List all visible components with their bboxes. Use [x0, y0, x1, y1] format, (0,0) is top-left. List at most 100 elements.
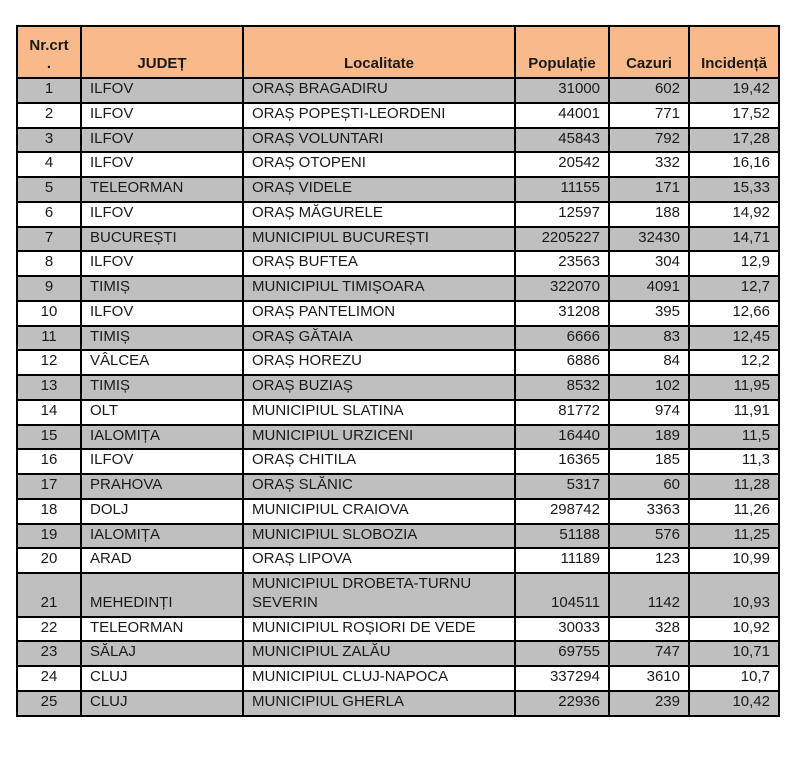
- cell-populatie: 20542: [514, 151, 610, 178]
- cell-incidenta: 11,3: [688, 448, 780, 475]
- header-row: Nr.crt . JUDEȚ Localitate Populație Cazu…: [16, 25, 780, 79]
- column-header-incidenta: Incidență: [688, 25, 780, 79]
- cell-populatie: 45843: [514, 126, 610, 154]
- cell-localitate: MUNICIPIUL ZALĂU: [242, 640, 516, 667]
- cell-judet: TIMIȘ: [80, 324, 244, 352]
- cell-populatie: 6886: [514, 349, 610, 376]
- cell-incidenta: 12,45: [688, 324, 780, 352]
- cell-judet: IALOMIȚA: [80, 522, 244, 550]
- cell-localitate: MUNICIPIUL TIMIȘOARA: [242, 275, 516, 302]
- cell-localitate: ORAȘ VOLUNTARI: [242, 126, 516, 154]
- cell-localitate: MUNICIPIUL BUCUREȘTI: [242, 225, 516, 253]
- cell-incidenta: 11,95: [688, 374, 780, 401]
- cell-populatie: 31000: [514, 77, 610, 104]
- cell-populatie: 104511: [514, 572, 610, 618]
- cell-judet: SĂLAJ: [80, 640, 244, 667]
- cell-populatie: 5317: [514, 473, 610, 500]
- cell-localitate: ORAȘ GĂTAIA: [242, 324, 516, 352]
- column-header-nr-crt: Nr.crt .: [16, 25, 82, 79]
- cell-judet: OLT: [80, 398, 244, 426]
- cell-nr_crt: 7: [16, 225, 82, 253]
- cell-incidenta: 16,16: [688, 151, 780, 178]
- cell-populatie: 322070: [514, 275, 610, 302]
- table-row: 23 SĂLAJ MUNICIPIUL ZALĂU 69755 747 10,71: [16, 640, 780, 667]
- cell-judet: TIMIȘ: [80, 275, 244, 302]
- cell-incidenta: 10,71: [688, 640, 780, 667]
- cell-nr_crt: 15: [16, 423, 82, 451]
- table-row: 14 OLT MUNICIPIUL SLATINA 81772 974 11,91: [16, 398, 780, 426]
- cell-localitate: MUNICIPIUL ROȘIORI DE VEDE: [242, 615, 516, 643]
- cell-incidenta: 15,33: [688, 176, 780, 203]
- cell-incidenta: 11,5: [688, 423, 780, 451]
- cell-localitate: ORAȘ CHITILA: [242, 448, 516, 475]
- cell-localitate: ORAȘ BUZIAȘ: [242, 374, 516, 401]
- cell-incidenta: 10,93: [688, 572, 780, 618]
- table-row: 16 ILFOV ORAȘ CHITILA 16365 185 11,3: [16, 448, 780, 475]
- cell-cazuri: 1142: [608, 572, 690, 618]
- cell-incidenta: 11,91: [688, 398, 780, 426]
- table-row: 25 CLUJ MUNICIPIUL GHERLA 22936 239 10,42: [16, 689, 780, 717]
- table-body: 1 ILFOV ORAȘ BRAGADIRU 31000 602 19,42 2 ILFOV O…: [16, 77, 780, 717]
- cell-cazuri: 332: [608, 151, 690, 178]
- cell-incidenta: 10,42: [688, 689, 780, 717]
- cell-populatie: 337294: [514, 665, 610, 692]
- cell-localitate: MUNICIPIUL DROBETA-TURNU SEVERIN: [242, 572, 516, 618]
- cell-populatie: 81772: [514, 398, 610, 426]
- table-row: 5 TELEORMAN ORAȘ VIDELE 11155 171 15,33: [16, 176, 780, 203]
- cell-incidenta: 12,9: [688, 250, 780, 277]
- cell-cazuri: 395: [608, 299, 690, 327]
- cell-populatie: 8532: [514, 374, 610, 401]
- cell-nr_crt: 22: [16, 615, 82, 643]
- cell-nr_crt: 18: [16, 497, 82, 525]
- cell-nr_crt: 8: [16, 250, 82, 277]
- cell-populatie: 31208: [514, 299, 610, 327]
- cell-populatie: 30033: [514, 615, 610, 643]
- table-row: 20 ARAD ORAȘ LIPOVA 11189 123 10,99: [16, 547, 780, 574]
- table-header: Nr.crt . JUDEȚ Localitate Populație Cazu…: [16, 25, 780, 79]
- cell-judet: TIMIȘ: [80, 374, 244, 401]
- cell-nr_crt: 21: [16, 572, 82, 618]
- cell-nr_crt: 12: [16, 349, 82, 376]
- cell-incidenta: 10,7: [688, 665, 780, 692]
- table-row: 2 ILFOV ORAȘ POPEȘTI-LEORDENI 44001 771 17,52: [16, 101, 780, 129]
- cell-cazuri: 60: [608, 473, 690, 500]
- column-header-cazuri: Cazuri: [608, 25, 690, 79]
- cell-judet: BUCUREȘTI: [80, 225, 244, 253]
- cell-incidenta: 12,66: [688, 299, 780, 327]
- cell-cazuri: 747: [608, 640, 690, 667]
- cell-populatie: 298742: [514, 497, 610, 525]
- cell-cazuri: 3610: [608, 665, 690, 692]
- cell-judet: ILFOV: [80, 151, 244, 178]
- table-row: 1 ILFOV ORAȘ BRAGADIRU 31000 602 19,42: [16, 77, 780, 104]
- table-row: 19 IALOMIȚA MUNICIPIUL SLOBOZIA 51188 576 11,…: [16, 522, 780, 550]
- cell-localitate: MUNICIPIUL CRAIOVA: [242, 497, 516, 525]
- cell-judet: ILFOV: [80, 448, 244, 475]
- cell-nr_crt: 19: [16, 522, 82, 550]
- cell-localitate: ORAȘ VIDELE: [242, 176, 516, 203]
- table-row: 4 ILFOV ORAȘ OTOPENI 20542 332 16,16: [16, 151, 780, 178]
- table-row: 7 BUCUREȘTI MUNICIPIUL BUCUREȘTI 2205227 324…: [16, 225, 780, 253]
- cell-judet: PRAHOVA: [80, 473, 244, 500]
- cell-localitate: ORAȘ BRAGADIRU: [242, 77, 516, 104]
- table-row: 22 TELEORMAN MUNICIPIUL ROȘIORI DE VEDE 300…: [16, 615, 780, 643]
- cell-incidenta: 12,7: [688, 275, 780, 302]
- cell-nr_crt: 11: [16, 324, 82, 352]
- cell-nr_crt: 2: [16, 101, 82, 129]
- cell-nr_crt: 6: [16, 200, 82, 228]
- cell-cazuri: 974: [608, 398, 690, 426]
- table-row: 17 PRAHOVA ORAȘ SLĂNIC 5317 60 11,28: [16, 473, 780, 500]
- cell-cazuri: 239: [608, 689, 690, 717]
- cell-localitate: ORAȘ LIPOVA: [242, 547, 516, 574]
- cell-populatie: 16440: [514, 423, 610, 451]
- cell-nr_crt: 13: [16, 374, 82, 401]
- cell-judet: ILFOV: [80, 126, 244, 154]
- table-row: 8 ILFOV ORAȘ BUFTEA 23563 304 12,9: [16, 250, 780, 277]
- cell-nr_crt: 17: [16, 473, 82, 500]
- cell-nr_crt: 14: [16, 398, 82, 426]
- cell-populatie: 69755: [514, 640, 610, 667]
- cell-populatie: 2205227: [514, 225, 610, 253]
- cell-cazuri: 84: [608, 349, 690, 376]
- cell-localitate: ORAȘ POPEȘTI-LEORDENI: [242, 101, 516, 129]
- cell-localitate: MUNICIPIUL URZICENI: [242, 423, 516, 451]
- cell-judet: ILFOV: [80, 250, 244, 277]
